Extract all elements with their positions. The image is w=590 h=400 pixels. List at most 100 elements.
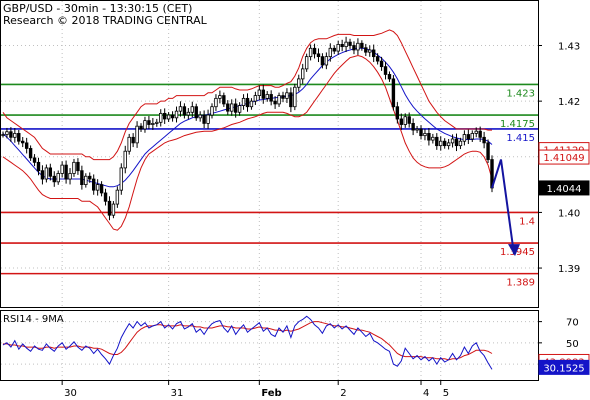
lower-band-tag-label: 1.41049 (543, 153, 584, 164)
candle-body (297, 78, 301, 88)
candle-body (241, 97, 246, 106)
candle-body (265, 94, 269, 99)
last-price-tag-label: 1.4044 (547, 184, 582, 195)
candle-body (336, 43, 340, 52)
candle-body (340, 43, 344, 48)
last-price-tag-box (538, 180, 590, 196)
candle-body (127, 136, 131, 152)
candle-body (143, 120, 147, 130)
candle-body (478, 130, 482, 138)
candle-body (159, 112, 163, 123)
time-tick-label: 30 (64, 388, 77, 399)
candle-body (454, 138, 459, 147)
candle-body (80, 170, 84, 185)
candle-body (119, 167, 124, 191)
price-tick-label: 1.42 (558, 97, 580, 108)
candle-body (285, 92, 289, 99)
candle-body (28, 148, 33, 159)
candle-body (190, 106, 194, 113)
candle-body (364, 47, 368, 53)
axis-labels: 1.431.421.411.401.397050303031Feb245 (61, 42, 580, 399)
candle-body (60, 164, 64, 174)
candle-body (304, 56, 309, 70)
candle-body (178, 106, 183, 112)
candle-body (17, 133, 21, 142)
candle-body (206, 114, 210, 124)
lower-band-tag-box (538, 149, 590, 165)
candle-body (155, 121, 159, 124)
candle-body (466, 134, 471, 140)
candle-body (407, 116, 411, 124)
time-tick-label: Feb (261, 388, 281, 399)
candle-body (450, 138, 455, 144)
price-candles (1, 36, 494, 221)
rsi-line (2, 315, 493, 370)
candle-body (324, 56, 329, 66)
candle-body (21, 140, 25, 144)
candle-body (482, 136, 486, 144)
candle-body (415, 128, 419, 131)
candle-body (84, 175, 88, 186)
key-levels: 1.423 1.4175 1.415 1.4 1.3945 1.389 (1, 83, 538, 289)
candle-body (135, 125, 139, 144)
candle-body (391, 78, 396, 108)
candle-body (419, 128, 423, 137)
candle-body (186, 111, 191, 116)
resistance-1-label: 1.4175 (500, 119, 535, 130)
candle-body (88, 175, 92, 180)
candle-body (139, 125, 143, 130)
candle-body (403, 116, 407, 125)
candle-body (371, 49, 376, 58)
time-tick-label: 2 (340, 388, 346, 399)
candle-body (92, 178, 96, 191)
candle-body (9, 131, 13, 138)
price-tick-label: 1.43 (558, 42, 580, 53)
candle-body (194, 106, 198, 119)
rsi-lines (2, 315, 493, 370)
candle-body (308, 47, 313, 58)
candle-body (147, 120, 151, 125)
resistance-2-label: 1.423 (506, 88, 535, 99)
support-3-label: 1.389 (506, 278, 535, 289)
candle-body (36, 161, 41, 172)
candle-body (423, 133, 427, 137)
candle-body (5, 131, 9, 135)
candle-body (379, 60, 384, 68)
candle-body (387, 74, 392, 80)
candle-body (281, 95, 285, 99)
candle-body (289, 92, 293, 108)
candle-body (320, 56, 325, 66)
candle-body (332, 47, 336, 52)
candle-body (470, 133, 474, 140)
price-tick-label: 1.39 (558, 264, 580, 275)
candle-body (107, 200, 112, 216)
rsi-tag-box (538, 359, 590, 375)
candle-body (328, 47, 333, 58)
candle-body (316, 53, 321, 58)
candle-body (439, 140, 443, 147)
support-1-label: 1.4 (519, 216, 535, 227)
chart-title: GBP/USD - 30min - 13:30:15 (CET) (3, 2, 192, 15)
candle-body (52, 175, 56, 183)
candle-body (123, 150, 127, 169)
candle-body (427, 133, 431, 141)
time-tick-label: 4 (423, 388, 429, 399)
candle-body (218, 95, 222, 99)
candle-body (435, 136, 439, 147)
candle-body (24, 142, 29, 149)
candle-body (32, 157, 37, 163)
candle-body (230, 103, 234, 112)
candle-body (72, 161, 76, 174)
candle-body (375, 56, 380, 62)
candle-body (162, 112, 167, 120)
candle-body (249, 100, 254, 108)
candle-body (111, 203, 116, 216)
candle-body (233, 103, 238, 113)
candle-body (198, 114, 202, 119)
rsi-tag-label: 30.1525 (543, 363, 584, 374)
candle-body (269, 94, 273, 102)
rsi-ma-line (3, 321, 493, 361)
candle-body (348, 41, 352, 46)
